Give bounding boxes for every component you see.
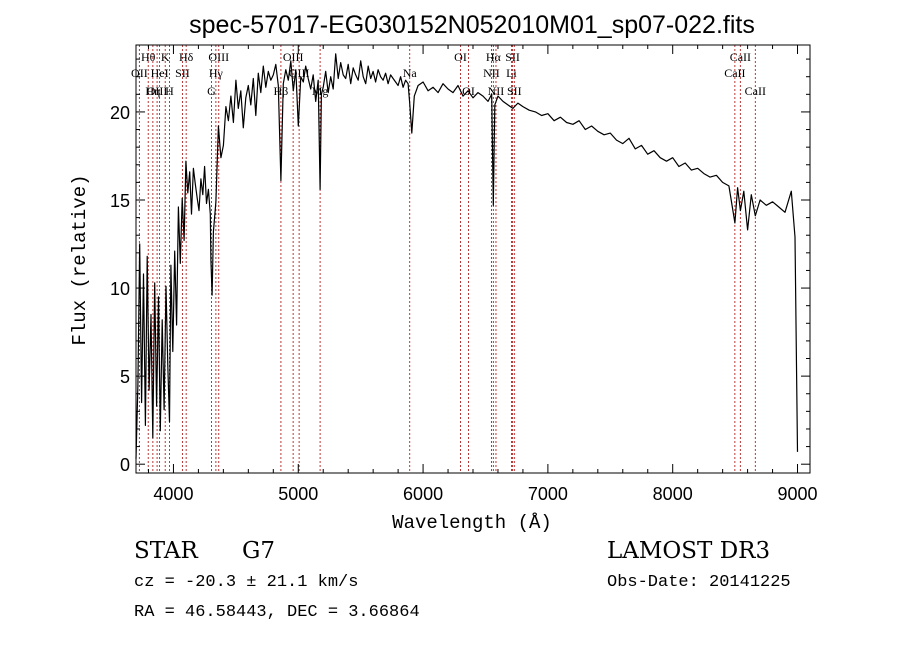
marker-label-11: OIII	[208, 50, 229, 64]
x-tick-label-3: 7000	[528, 484, 568, 504]
marker-label-9: G	[207, 84, 216, 98]
x-tick-label-1: 5000	[278, 484, 318, 504]
marker-label-13: OIII	[283, 50, 304, 64]
marker-label-16: Na	[403, 66, 418, 80]
marker-label-0: OII	[131, 66, 148, 80]
marker-label-7: SII	[175, 66, 190, 80]
marker-label-3: OIII	[147, 84, 168, 98]
x-axis-label: Wavelength (Å)	[392, 512, 552, 534]
marker-label-25: CaII	[724, 66, 745, 80]
marker-label-24: SII	[507, 84, 522, 98]
chart-title: spec-57017-EG030152N052010M01_sp07-022.f…	[189, 11, 755, 39]
coordinates-readout: RA = 46.58443, DEC = 3.66864	[134, 603, 420, 622]
x-tick-label-5: 9000	[777, 484, 817, 504]
object-subclass: G7	[242, 538, 276, 564]
y-tick-label-0: 0	[120, 455, 130, 475]
marker-label-1: Hθ	[141, 50, 156, 64]
x-tick-label-0: 4000	[153, 484, 193, 504]
y-tick-label-2: 10	[110, 279, 130, 299]
marker-label-19: NII	[483, 66, 500, 80]
marker-label-6: H	[165, 84, 174, 98]
marker-label-8: Hδ	[179, 50, 194, 64]
marker-label-4: HeI	[151, 66, 169, 80]
spectral-line-markers	[138, 45, 756, 473]
marker-label-20: Hα	[486, 50, 502, 64]
axis-tick-labels: 4000 5000 6000 7000 8000 9000 0 5 10 15 20	[110, 103, 818, 504]
marker-label-2: Hη	[145, 84, 160, 98]
x-tick-label-4: 8000	[653, 484, 693, 504]
y-axis-label: Flux (relative)	[69, 174, 91, 345]
marker-label-23: SII	[505, 50, 520, 64]
flux-series-line	[135, 53, 799, 459]
marker-label-22: Li	[506, 66, 517, 80]
marker-label-26: CaII	[730, 50, 751, 64]
spectral-line-labels: OIIHθHηOIIIHeIKHSIIHδGHγOIIIHβOIIIOIIIMg…	[131, 50, 766, 98]
marker-label-5: K	[161, 50, 170, 64]
marker-label-27: CaII	[745, 84, 766, 98]
marker-label-21: NII	[488, 84, 505, 98]
y-tick-label-3: 15	[110, 191, 130, 211]
marker-label-17: OI	[454, 50, 467, 64]
survey-name: LAMOST DR3	[607, 538, 771, 564]
y-tick-label-4: 20	[110, 103, 130, 123]
observation-date: Obs-Date: 20141225	[607, 573, 791, 592]
x-tick-label-2: 6000	[403, 484, 443, 504]
marker-label-10: Hγ	[209, 66, 224, 80]
axis-ticks	[136, 45, 810, 473]
plot-frame	[135, 44, 811, 474]
marker-label-12: Hβ	[274, 84, 289, 98]
y-tick-label-1: 5	[120, 367, 130, 387]
object-class: STAR	[134, 538, 198, 564]
redshift-readout: cz = -20.3 ± 21.1 km/s	[134, 573, 359, 592]
